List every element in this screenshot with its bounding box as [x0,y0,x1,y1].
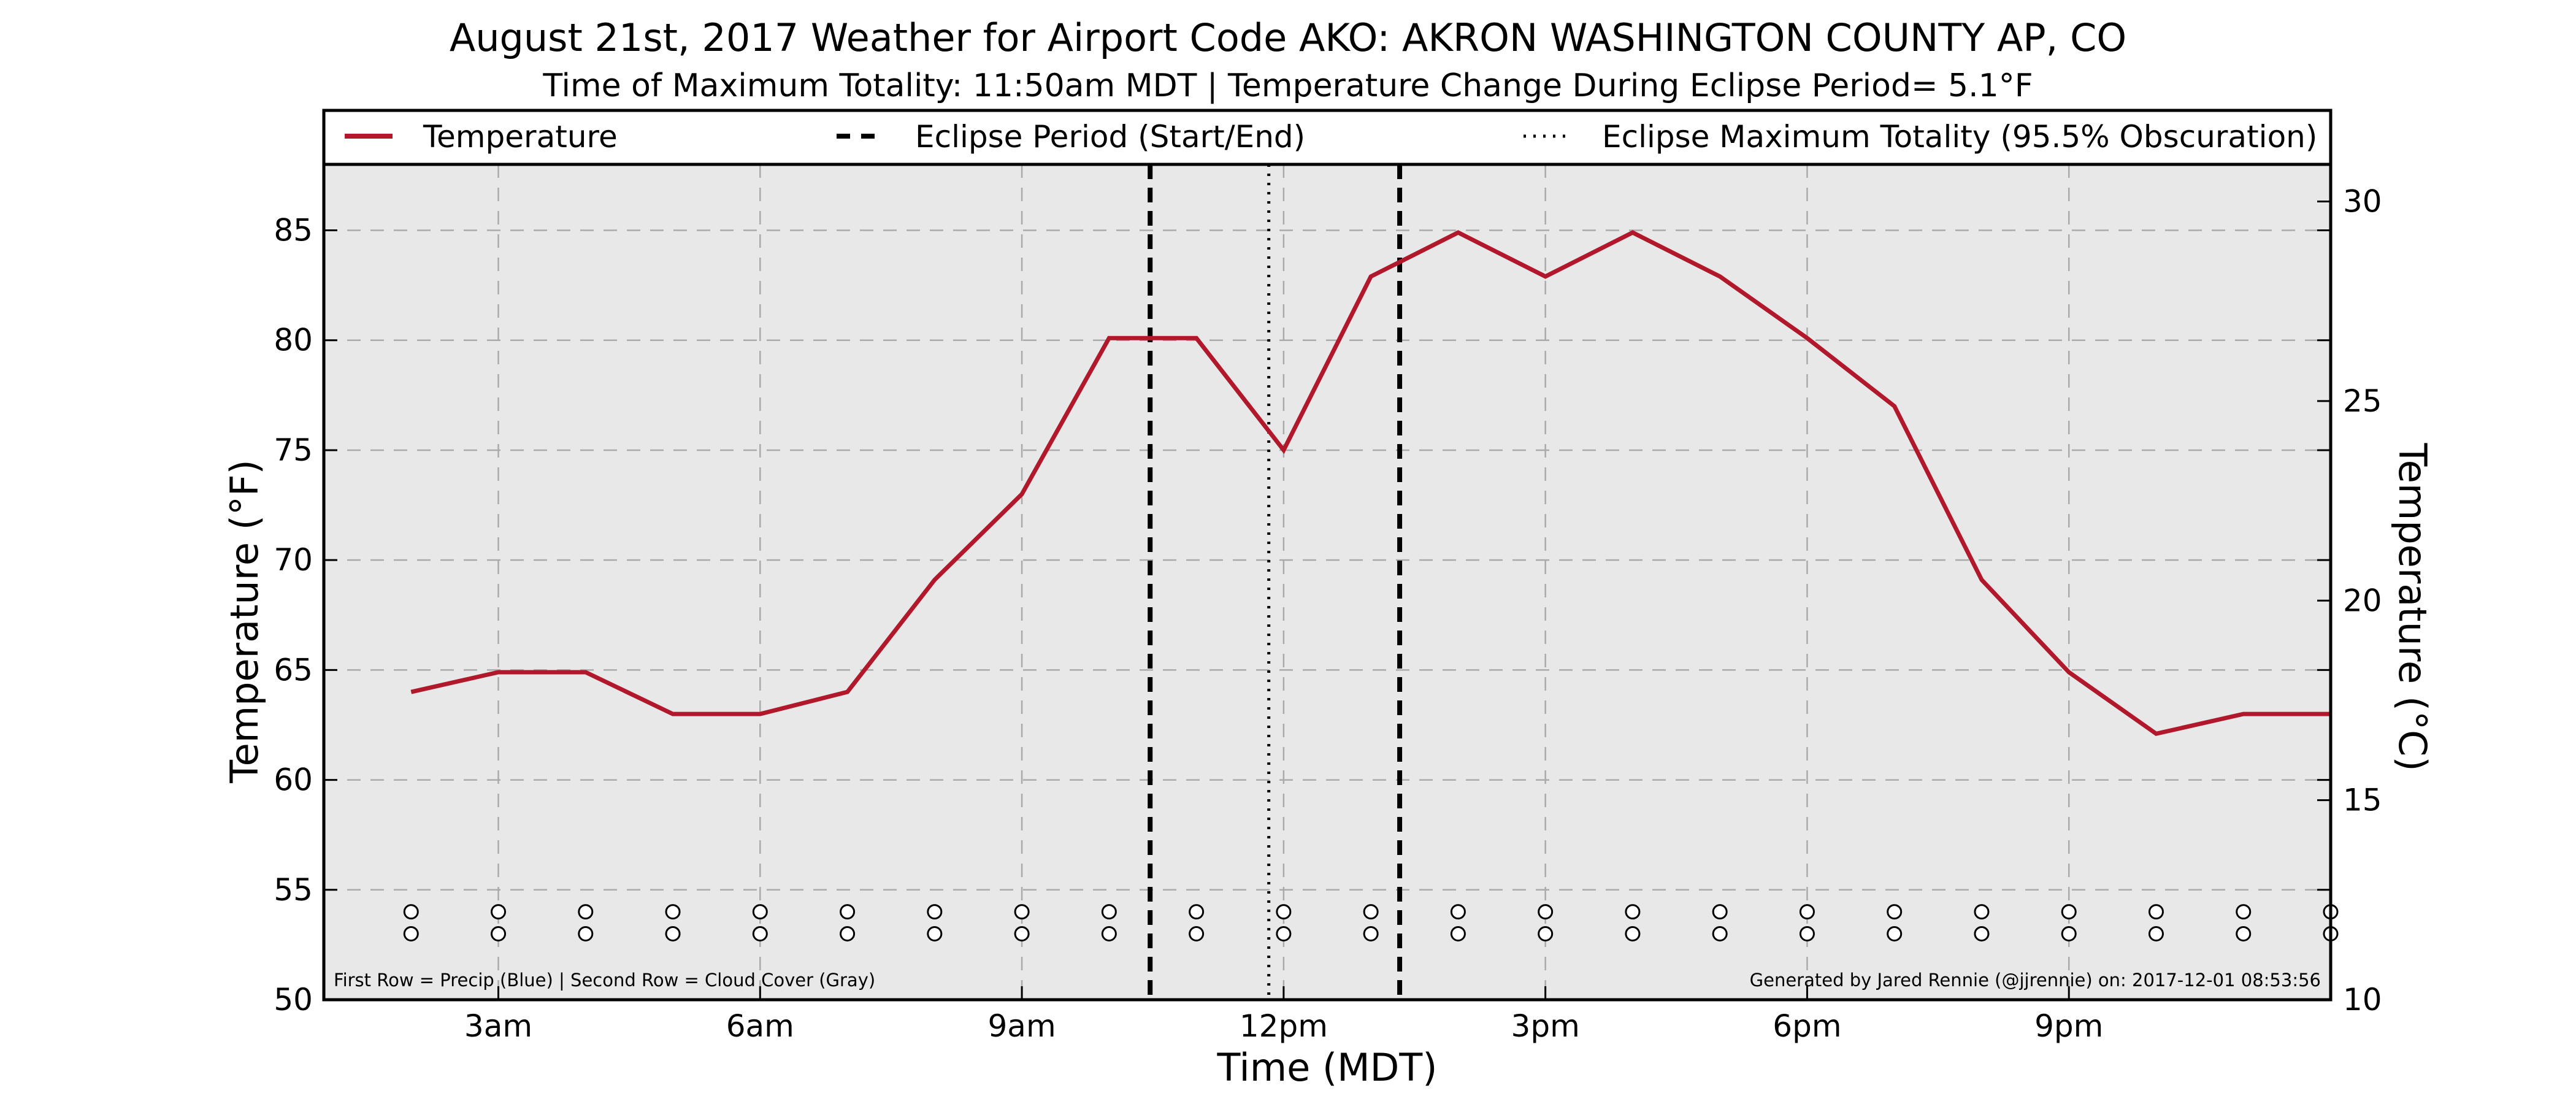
cloud-cover-marker [2148,926,2164,941]
grid-lines [324,164,2331,1000]
precip-marker [1538,904,1554,920]
cloud-cover-marker [1974,926,1990,941]
plot-area [324,164,2331,1000]
y-tick-label-right: 20 [2343,583,2382,618]
precip-marker [403,904,419,920]
cloud-cover-marker [1887,926,1903,941]
y-tick-label-left: 55 [274,872,313,908]
temperature-line [410,230,2331,737]
eclipse-lines [1148,164,1403,1000]
y-tick-label-right: 30 [2343,184,2382,220]
cloud-cover-marker [2236,926,2252,941]
precip-marker [840,904,856,920]
y-axis-label-left: Temperature (°F) [222,459,267,783]
y-tick-label-left: 60 [274,762,313,798]
x-axis-ticks: 3am 6am 9am 12pm 3pm 6pm 9pm [464,986,2103,1044]
cloud-cover-marker [1276,926,1292,941]
cloud-cover-marker [1363,926,1379,941]
precip-marker [2061,904,2077,920]
precip-marker [2148,904,2164,920]
precip-marker [1363,904,1379,920]
precip-marker [665,904,681,920]
precip-marker [1101,904,1117,920]
cloud-cover-marker [1538,926,1554,941]
y-tick-label-right: 25 [2343,383,2382,419]
cloud-cover-marker [927,926,943,941]
cloud-cover-marker [403,926,419,941]
cloud-cover-marker [752,926,768,941]
precip-marker [1712,904,1728,920]
series-layer [410,230,2331,737]
y-tick-label-right: 10 [2343,982,2382,1018]
x-tick-label: 9pm [2034,1008,2103,1044]
y-axis-label-right: Temperature (°C) [2390,442,2435,771]
cloud-cover-marker [840,926,856,941]
x-tick-label: 3am [464,1008,532,1044]
y-tick-label-left: 50 [274,982,313,1018]
cloud-cover-marker [1712,926,1728,941]
cloud-cover-marker [1101,926,1117,941]
cloud-cover-marker [491,926,507,941]
x-tick-label: 3pm [1511,1008,1580,1044]
x-tick-label: 6am [726,1008,794,1044]
precip-marker [1625,904,1641,920]
footnote-left: First Row = Precip (Blue) | Second Row =… [334,970,875,991]
y-tick-label-left: 75 [274,432,313,468]
chart-subtitle: Time of Maximum Totality: 11:50am MDT | … [543,67,2033,104]
cloud-cover-marker [578,926,594,941]
y-axis-left-ticks: 50 55 60 65 70 75 80 85 [274,213,2331,1018]
precip-marker [1799,904,1815,920]
y-tick-label-left: 70 [274,542,313,578]
precip-marker [752,904,768,920]
legend-label-temperature: Temperature [423,119,618,155]
precip-marker [2236,904,2252,920]
y-tick-label-left: 85 [274,213,313,248]
cloud-cover-marker [1625,926,1641,941]
precip-marker [1974,904,1990,920]
x-axis-label: Time (MDT) [1217,1045,1438,1090]
cloud-cover-marker [1014,926,1030,941]
precip-marker [1276,904,1292,920]
chart-title: August 21st, 2017 Weather for Airport Co… [449,15,2127,60]
precip-marker [1887,904,1903,920]
cloud-cover-marker [1189,926,1205,941]
legend-label-eclipse-period: Eclipse Period (Start/End) [915,119,1305,155]
precip-marker [1189,904,1205,920]
y-tick-label-left: 80 [274,323,313,358]
precip-marker [927,904,943,920]
x-tick-label: 12pm [1240,1008,1328,1044]
legend-label-max-totality: Eclipse Maximum Totality (95.5% Obscurat… [1602,119,2317,155]
cloud-cover-marker [1799,926,1815,941]
legend: Temperature Eclipse Period (Start/End) E… [322,109,2333,166]
x-tick-label: 9am [988,1008,1056,1044]
cloud-cover-marker [1450,926,1466,941]
precip-marker [1014,904,1030,920]
precip-marker [491,904,507,920]
precip-marker [578,904,594,920]
legend-box [322,109,2333,166]
y-tick-label-right: 15 [2343,783,2382,818]
precip-marker [1450,904,1466,920]
marker-rows [403,904,2339,941]
cloud-cover-marker [665,926,681,941]
footnote-right: Generated by Jared Rennie (@jjrennie) on… [1750,970,2321,991]
y-axis-right-ticks: 10 15 20 25 30 [2317,184,2382,1018]
y-tick-label-left: 65 [274,652,313,688]
x-tick-label: 6pm [1773,1008,1841,1044]
cloud-cover-marker [2061,926,2077,941]
